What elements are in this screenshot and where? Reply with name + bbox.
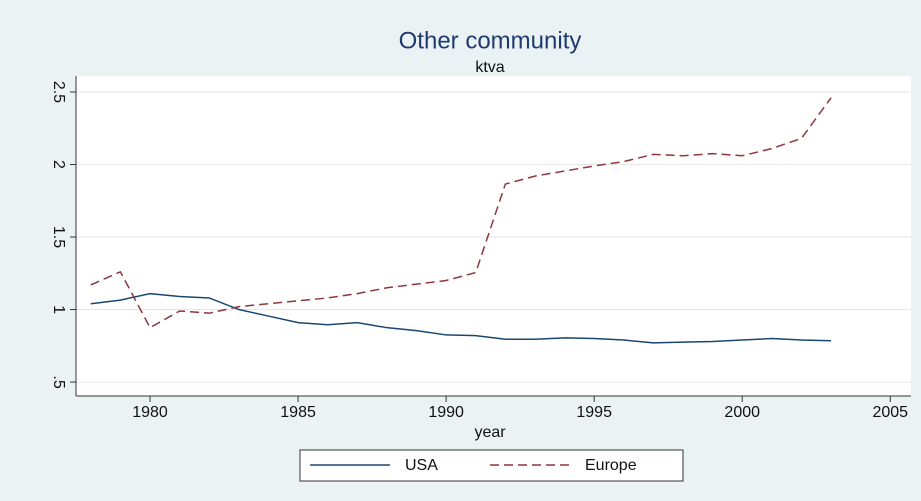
legend-label: Europe <box>585 457 637 474</box>
x-tick-label: 1990 <box>428 404 464 421</box>
x-tick-label: 2005 <box>872 404 908 421</box>
y-tick-label: 1 <box>50 305 67 314</box>
y-tick-label: 2.5 <box>50 81 67 103</box>
plot-area <box>76 76 911 396</box>
chart-subtitle: ktva <box>475 59 504 76</box>
legend-label: USA <box>405 457 438 474</box>
x-tick-label: 1980 <box>132 404 168 421</box>
x-tick-label: 2000 <box>724 404 760 421</box>
chart-title: Other community <box>399 27 582 54</box>
y-tick-label: 1.5 <box>50 226 67 248</box>
series-line <box>90 97 832 329</box>
y-tick-label: 2 <box>50 160 67 169</box>
x-tick-label: 1985 <box>280 404 316 421</box>
y-tick-label: .5 <box>50 375 67 388</box>
series-line <box>90 292 832 344</box>
x-tick-label: 1995 <box>576 404 612 421</box>
x-axis-label: year <box>474 424 506 441</box>
